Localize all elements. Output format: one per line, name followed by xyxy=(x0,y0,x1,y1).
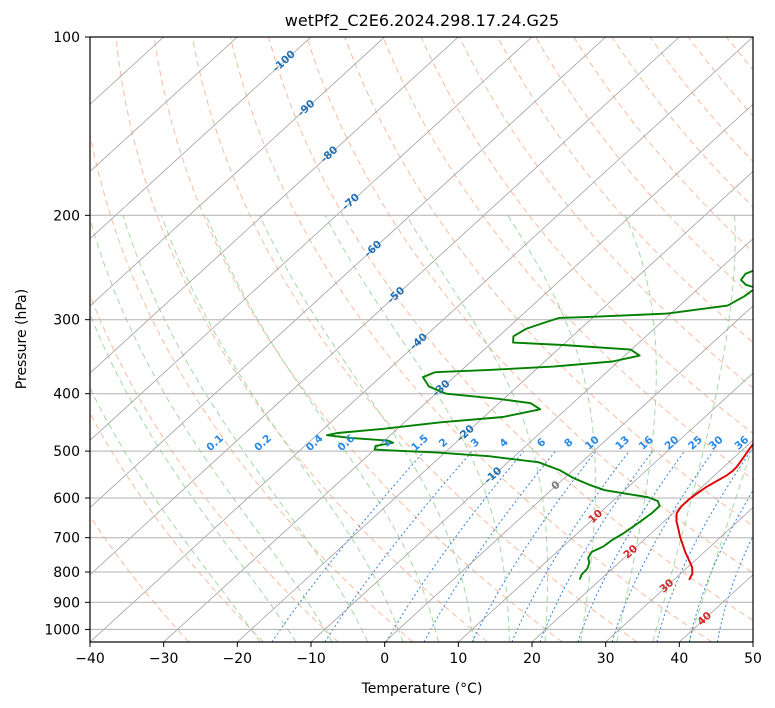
y-tick-label: 800 xyxy=(53,565,80,581)
mixing-ratio-line xyxy=(385,450,525,642)
x-tick-label: −40 xyxy=(75,651,105,667)
temperature-line xyxy=(675,442,753,581)
x-axis: −40 −30 −20 −10 0 10 20 30 40 50 xyxy=(75,642,762,667)
mixing-ratio-line xyxy=(656,450,752,642)
dry-adiabat xyxy=(268,37,753,622)
y-tick-label: 400 xyxy=(53,387,80,403)
chart-title: wetPf2_C2E6.2024.298.17.24.G25 xyxy=(285,11,559,31)
x-axis-title: Temperature (°C) xyxy=(361,681,483,697)
moist-adiabat xyxy=(160,215,404,642)
moist-adiabat xyxy=(90,313,297,642)
dry-adiabat xyxy=(90,412,264,642)
isotherm-line xyxy=(90,37,385,307)
isotherm-line xyxy=(90,37,680,576)
y-tick-label: 500 xyxy=(53,444,80,460)
isotherm-line xyxy=(458,372,753,642)
x-tick-label: −20 xyxy=(223,651,253,667)
sounding-profiles xyxy=(326,269,753,581)
x-tick-label: 50 xyxy=(744,651,762,667)
mixing-ratio-line xyxy=(754,451,775,642)
moist-adiabat xyxy=(507,215,596,642)
x-tick-label: 40 xyxy=(670,651,688,667)
x-tick-label: 20 xyxy=(523,651,541,667)
isotherm-line xyxy=(90,37,238,172)
isotherm-line xyxy=(90,37,459,374)
dry-adiabat xyxy=(90,515,190,642)
mixing-ratio-line xyxy=(324,450,473,642)
isotherm-line xyxy=(531,439,753,642)
y-tick-label: 1000 xyxy=(44,622,80,638)
y-tick-label: 700 xyxy=(53,531,80,547)
dry-adiabat xyxy=(535,37,753,298)
y-tick-label: 600 xyxy=(53,491,80,507)
dewpoint-line xyxy=(326,269,753,580)
moist-adiabat xyxy=(90,217,333,642)
dry-adiabat xyxy=(496,37,753,344)
dry-adiabat xyxy=(382,37,753,481)
y-tick-label: 100 xyxy=(53,30,80,46)
y-axis: 100 200 300 400 500 600 700 800 900 1000 xyxy=(44,30,90,638)
dry-adiabat xyxy=(306,37,753,574)
isotherm-line xyxy=(90,37,606,509)
background-lines xyxy=(90,37,775,642)
mixing-ratio-line xyxy=(688,489,753,642)
dry-adiabat xyxy=(115,37,488,642)
isotherm-line xyxy=(752,641,753,642)
dry-adiabat xyxy=(191,37,638,642)
moist-adiabat xyxy=(324,215,510,642)
moist-adiabat xyxy=(90,387,261,642)
mixing-ratio-line xyxy=(271,450,425,642)
x-tick-label: −30 xyxy=(149,651,179,667)
dry-adiabat xyxy=(153,37,563,642)
mixing-ratio-line xyxy=(577,450,685,642)
y-tick-label: 900 xyxy=(53,595,80,611)
isotherm-line xyxy=(237,170,753,642)
moist-adiabat xyxy=(122,215,369,642)
mixing-ratio-line xyxy=(717,534,753,642)
moist-adiabat xyxy=(205,215,439,642)
moist-adiabat xyxy=(259,215,475,642)
isotherm-line xyxy=(163,103,753,642)
grid-lines xyxy=(90,37,753,642)
dry-adiabat xyxy=(90,131,414,642)
x-tick-label: 0 xyxy=(380,651,389,667)
mixing-ratio-line xyxy=(539,450,654,642)
isotherm-line xyxy=(90,37,312,240)
y-tick-label: 200 xyxy=(53,208,80,224)
x-tick-label: 10 xyxy=(449,651,467,667)
isotherm-line xyxy=(384,305,753,642)
moist-adiabat xyxy=(688,444,753,642)
dry-adiabat xyxy=(90,293,339,642)
isotherm-line xyxy=(90,37,753,642)
plot-frame xyxy=(89,36,754,643)
y-axis-title: Pressure (hPa) xyxy=(14,289,30,389)
x-tick-label: 30 xyxy=(597,651,615,667)
moist-adiabat xyxy=(405,215,549,642)
x-tick-label: −10 xyxy=(296,651,326,667)
isotherm-line xyxy=(605,507,753,642)
y-tick-label: 300 xyxy=(53,313,80,329)
isotherm-line xyxy=(90,37,533,441)
moist-adiabat xyxy=(616,215,657,642)
isotherm-line xyxy=(310,238,753,642)
dry-adiabat xyxy=(229,37,712,642)
